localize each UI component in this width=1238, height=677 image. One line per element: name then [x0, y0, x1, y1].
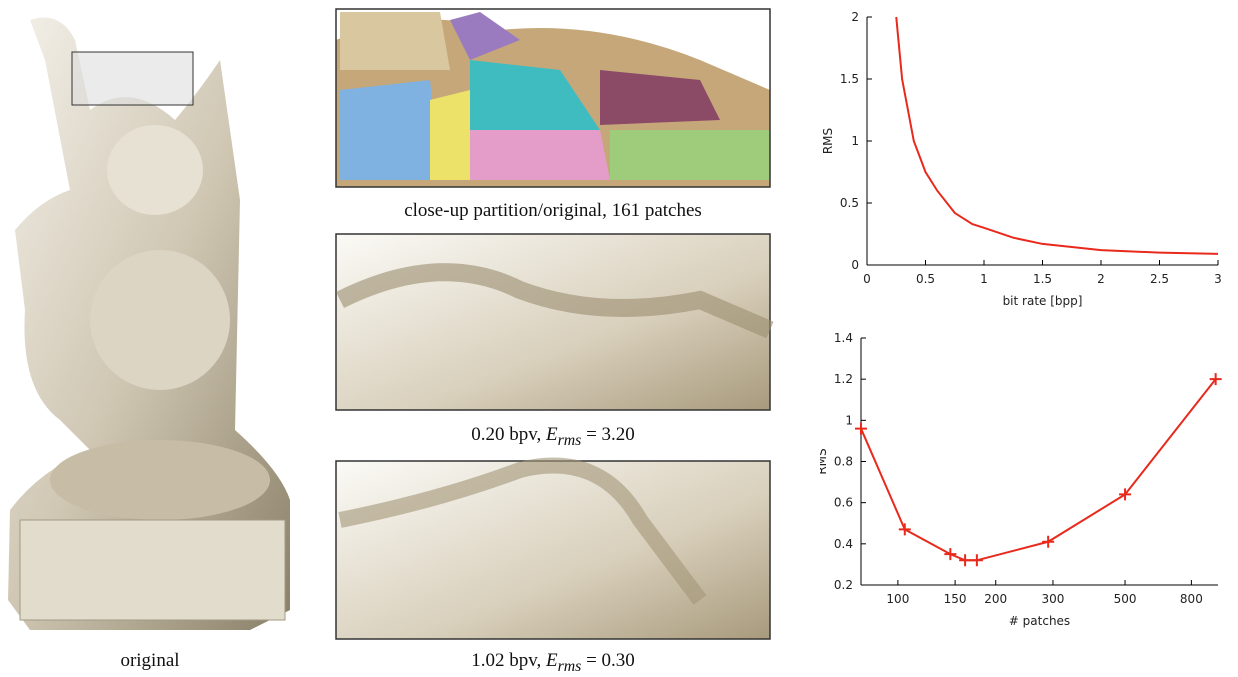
- caption-text: 0.20 bpv,: [471, 424, 546, 445]
- caption-equation: = 0.30: [581, 650, 634, 671]
- y-tick-label: 1.2: [834, 372, 853, 386]
- caption-equation: = 3.20: [581, 424, 634, 445]
- marker: [855, 423, 867, 435]
- y-tick-label: 0: [851, 258, 859, 272]
- charts: 0 0.5 1 1.5 2 0 0.5 1 1.5 2 2.5 3 bit rate [bpp] RMS 0…: [820, 0, 1238, 677]
- marker: [971, 554, 983, 566]
- marker: [1042, 536, 1054, 548]
- closeup-high-rate: [336, 461, 770, 639]
- y-tick-label: 1.5: [840, 72, 859, 86]
- data-line: [861, 379, 1216, 560]
- y-tick-label: 1: [845, 413, 853, 427]
- x-axis-label: # patches: [1009, 614, 1070, 628]
- y-tick-label: 1.4: [834, 331, 853, 345]
- caption: original: [60, 650, 240, 672]
- symbol: E: [546, 424, 558, 445]
- y-tick-label: 2: [851, 10, 859, 24]
- subscript: rms: [558, 658, 582, 675]
- x-tick-label: 100: [886, 592, 909, 606]
- x-axis-label: bit rate [bpp]: [1003, 294, 1083, 308]
- y-tick-label: 1: [851, 134, 859, 148]
- closeup-partition: [336, 9, 770, 187]
- caption: 0.20 bpv, Erms = 3.20: [336, 424, 770, 450]
- x-tick-label: 1: [980, 272, 988, 286]
- y-tick-label: 0.5: [840, 196, 859, 210]
- marker: [944, 548, 956, 560]
- renderings: [0, 0, 820, 677]
- caption-text: 1.02 bpv,: [471, 650, 546, 671]
- symbol: E: [546, 650, 558, 671]
- closeup-low-rate: [336, 234, 770, 410]
- x-tick-label: 3: [1214, 272, 1222, 286]
- x-tick-label: 300: [1041, 592, 1064, 606]
- x-tick-label: 800: [1180, 592, 1203, 606]
- caption: close-up partition/original, 161 patches: [336, 200, 770, 222]
- data-line: [896, 17, 1218, 254]
- x-tick-label: 2.5: [1150, 272, 1169, 286]
- x-tick-label: 150: [944, 592, 967, 606]
- y-tick-label: 0.4: [834, 537, 853, 551]
- y-axis-label: RMS: [820, 448, 829, 474]
- marker: [899, 523, 911, 535]
- x-tick-label: 2: [1097, 272, 1105, 286]
- caption: 1.02 bpv, Erms = 0.30: [336, 650, 770, 676]
- y-axis-label: RMS: [821, 128, 835, 154]
- statue-image: [8, 18, 290, 631]
- x-tick-label: 200: [984, 592, 1007, 606]
- marker: [959, 554, 971, 566]
- y-tick-label: 0.8: [834, 455, 853, 469]
- x-tick-label: 0.5: [916, 272, 935, 286]
- x-tick-label: 0: [863, 272, 871, 286]
- x-tick-label: 500: [1114, 592, 1137, 606]
- figure: original close-up partition/original, 16…: [0, 0, 1238, 677]
- y-tick-label: 0.2: [834, 578, 853, 592]
- y-tick-label: 0.6: [834, 496, 853, 510]
- subscript: rms: [558, 432, 582, 449]
- x-tick-label: 1.5: [1033, 272, 1052, 286]
